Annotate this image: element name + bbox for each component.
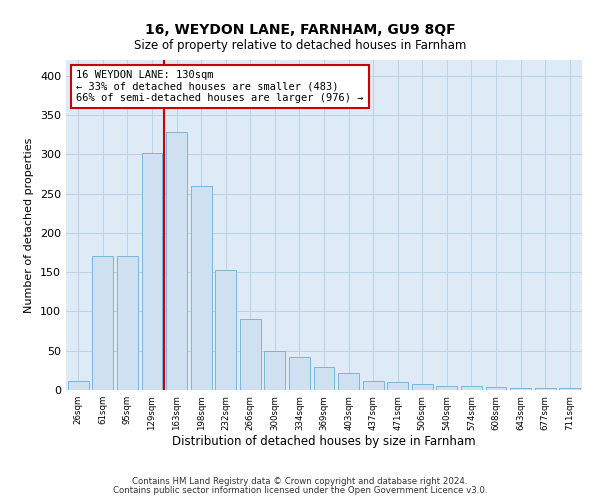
Bar — [338, 372, 359, 390]
Text: Contains public sector information licensed under the Open Government Licence v3: Contains public sector information licen… — [113, 486, 487, 495]
Bar — [265, 350, 286, 390]
Text: Size of property relative to detached houses in Farnham: Size of property relative to detached ho… — [134, 39, 466, 52]
Bar — [289, 357, 310, 390]
Bar — [166, 132, 187, 390]
Text: 16 WEYDON LANE: 130sqm
← 33% of detached houses are smaller (483)
66% of semi-de: 16 WEYDON LANE: 130sqm ← 33% of detached… — [76, 70, 364, 103]
Bar — [387, 382, 408, 390]
Bar — [535, 388, 556, 390]
Bar — [215, 270, 236, 390]
Bar — [240, 320, 261, 390]
Text: Contains HM Land Registry data © Crown copyright and database right 2024.: Contains HM Land Registry data © Crown c… — [132, 478, 468, 486]
Bar — [314, 367, 334, 390]
Bar — [461, 386, 482, 390]
Bar — [117, 256, 138, 390]
Bar — [510, 388, 531, 390]
Bar — [92, 256, 113, 390]
Bar — [436, 386, 457, 390]
Text: 16, WEYDON LANE, FARNHAM, GU9 8QF: 16, WEYDON LANE, FARNHAM, GU9 8QF — [145, 22, 455, 36]
Bar — [362, 382, 383, 390]
Bar — [142, 152, 163, 390]
Y-axis label: Number of detached properties: Number of detached properties — [25, 138, 34, 312]
Bar — [191, 186, 212, 390]
Bar — [68, 380, 89, 390]
Bar — [412, 384, 433, 390]
Bar — [485, 387, 506, 390]
Bar — [559, 388, 580, 390]
X-axis label: Distribution of detached houses by size in Farnham: Distribution of detached houses by size … — [172, 436, 476, 448]
